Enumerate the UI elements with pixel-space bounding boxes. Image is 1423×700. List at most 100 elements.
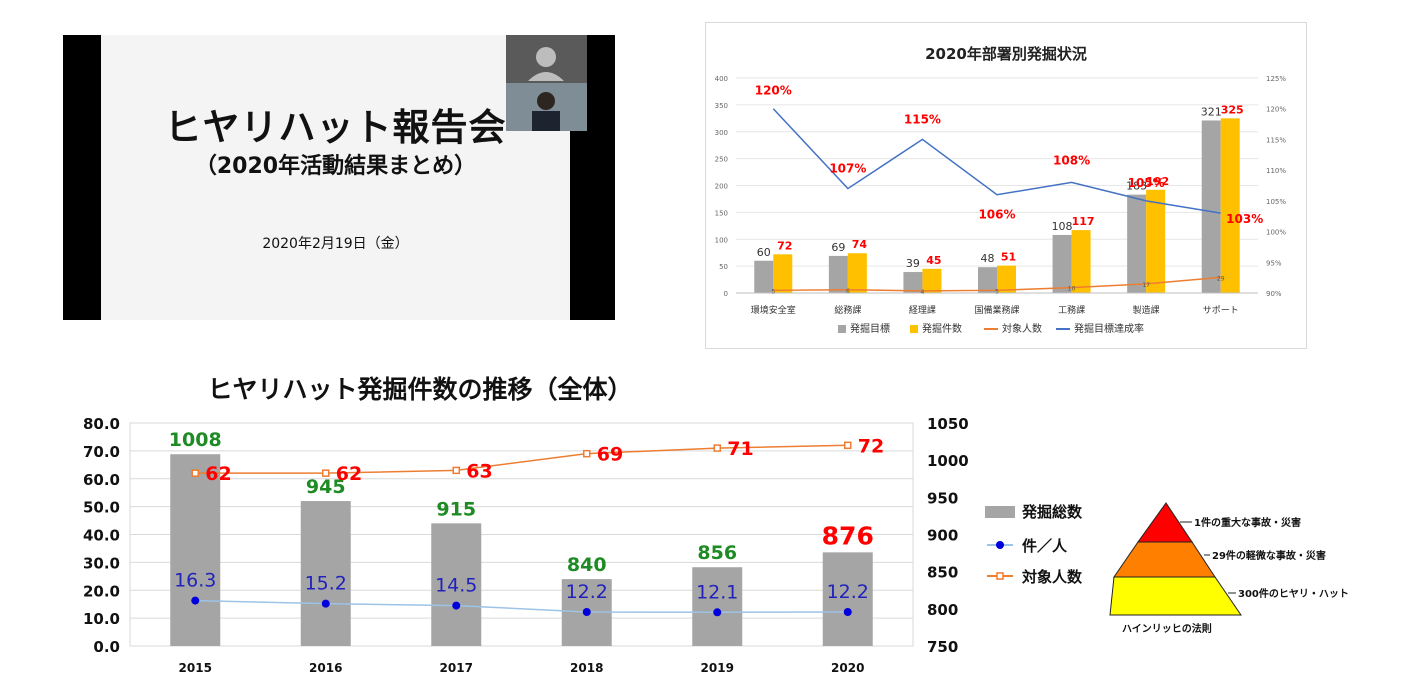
- total-bar-label: 1008: [169, 429, 222, 451]
- people-label: 62: [205, 463, 231, 485]
- y2-tick-label: 1050: [927, 415, 969, 433]
- y2-tick-label: 125%: [1266, 75, 1286, 83]
- y-tick-label: 150: [715, 209, 728, 217]
- legend-swatch-total: [985, 506, 1015, 518]
- per-person-point: [843, 607, 852, 616]
- avatar-body-icon: [528, 72, 564, 81]
- actual-bar-label: 45: [926, 254, 941, 267]
- y2-tick-label: 950: [927, 489, 958, 507]
- per-person-point: [191, 596, 200, 605]
- x-tick-label: 2015: [179, 661, 212, 675]
- people-point-label: 29: [1217, 275, 1225, 282]
- y-tick-label: 300: [715, 129, 728, 137]
- total-bar-label: 856: [697, 542, 737, 564]
- per-person-point: [713, 608, 722, 617]
- per-person-line: [195, 599, 848, 614]
- y2-tick-label: 110%: [1266, 167, 1286, 175]
- y-tick-label: 60.0: [83, 471, 120, 489]
- rate-point-label: 106%: [978, 208, 1015, 222]
- people-label: 63: [466, 460, 492, 482]
- people-point-label: 4: [921, 289, 925, 296]
- per-person-point: [582, 607, 591, 616]
- people-line: [195, 444, 848, 474]
- people-label: 69: [597, 444, 623, 466]
- target-bar: [1127, 194, 1147, 293]
- target-bar-label: 183: [1126, 180, 1147, 193]
- total-bar: [822, 552, 873, 646]
- person-head: [537, 92, 555, 110]
- y2-tick-label: 1000: [927, 452, 969, 470]
- avatar-icon: [536, 47, 556, 67]
- actual-bar: [1071, 230, 1091, 293]
- people-point: [452, 466, 460, 475]
- total-bar-label: 915: [436, 498, 476, 520]
- y-tick-label: 0.0: [93, 638, 120, 656]
- y-tick-label: 80.0: [83, 415, 120, 433]
- rate-point-label: 107%: [829, 162, 866, 176]
- y-tick-label: 400: [715, 75, 728, 83]
- target-bar-label: 321: [1201, 105, 1222, 118]
- legend-label-per-person: 件／人: [1022, 537, 1068, 555]
- rate-line: [772, 108, 1221, 214]
- person-torso: [532, 111, 560, 131]
- people-point-label: 5: [771, 288, 775, 295]
- legend-label-rate: 発掘目標達成率: [1074, 322, 1144, 335]
- people-point: [713, 444, 721, 452]
- y-tick-label: 200: [715, 183, 728, 191]
- per-person-point: [452, 601, 461, 610]
- target-bar: [903, 272, 923, 293]
- people-point-label: 6: [846, 288, 850, 295]
- rate-point-label: 105%: [1128, 176, 1165, 190]
- actual-bar: [922, 268, 942, 293]
- rate-point-label: 103%: [1226, 212, 1263, 226]
- actual-bar-label: 72: [777, 239, 792, 252]
- actual-bar: [997, 265, 1016, 293]
- rate-point-label: 108%: [1053, 153, 1090, 167]
- per-person-label: 12.1: [696, 581, 738, 603]
- people-point: [844, 441, 852, 450]
- per-person-point: [321, 599, 330, 608]
- actual-bar-label: 192: [1146, 175, 1169, 188]
- legend-swatch-actual: [910, 325, 918, 333]
- total-bar: [170, 454, 221, 646]
- y-tick-label: 10.0: [83, 610, 120, 628]
- x-tick-label: 2017: [440, 661, 473, 675]
- x-tick-label: 2016: [309, 661, 342, 675]
- actual-bar: [1146, 189, 1166, 293]
- y-tick-label: 350: [715, 102, 728, 110]
- target-bar-label: 48: [981, 252, 995, 265]
- y-tick-label: 30.0: [83, 554, 120, 572]
- rate-point-label: 120%: [755, 84, 792, 98]
- heinrich-pyramid: 1件の重大な事故・災害 29件の軽微な事故・災害 300件のヒヤリ・ハット ハイ…: [1109, 502, 1349, 635]
- people-point: [322, 469, 330, 477]
- slide-date: 2020年2月19日（金）: [262, 236, 409, 252]
- per-person-label: 12.2: [566, 581, 608, 603]
- target-bar: [1052, 234, 1072, 293]
- target-bar-label: 60: [757, 246, 771, 259]
- slide-title: ヒヤリハット報告会: [164, 106, 507, 149]
- y2-tick-label: 800: [927, 601, 958, 619]
- target-bar-label: 69: [831, 241, 845, 254]
- trend-chart-panel: ヒヤリハット発掘件数の推移（全体） 0.0 10.0 20.0 30.0 40.0 50.0…: [65, 360, 1415, 680]
- actual-bar: [1220, 118, 1240, 293]
- target-bar: [1201, 120, 1221, 294]
- per-person-label: 16.3: [174, 570, 216, 592]
- y-tick-label: 50.0: [83, 499, 120, 517]
- target-bar-label: 39: [906, 257, 920, 270]
- total-bar-label: 876: [822, 521, 874, 550]
- actual-bar-label: 325: [1221, 103, 1244, 116]
- y-tick-label: 40.0: [83, 527, 120, 545]
- x-tick-label: 工務課: [1058, 304, 1085, 316]
- people-point-label: 10: [1068, 286, 1076, 293]
- trend-chart: ヒヤリハット発掘件数の推移（全体） 0.0 10.0 20.0 30.0 40.0 50.0…: [83, 375, 1083, 675]
- slide-page: ヒヤリハット報告会 （2020年活動結果まとめ） 2020年2月19日（金）: [101, 35, 570, 320]
- people-label: 62: [336, 463, 362, 485]
- x-tick-label: 2019: [701, 661, 734, 675]
- y-tick-label: 20.0: [83, 582, 120, 600]
- target-bar: [828, 255, 848, 293]
- people-label: 72: [858, 435, 884, 457]
- target-bar: [754, 260, 774, 293]
- legend-label-actual: 発掘件数: [922, 322, 962, 335]
- total-bar-label: 840: [567, 554, 607, 576]
- chart-title: 2020年部署別発掘状況: [925, 45, 1087, 63]
